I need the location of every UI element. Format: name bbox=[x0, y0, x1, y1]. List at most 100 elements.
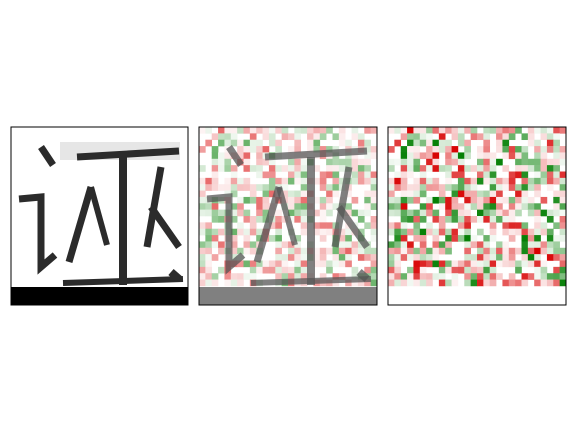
heat-cell bbox=[205, 203, 213, 210]
heat-cell bbox=[470, 254, 478, 261]
heat-cell bbox=[432, 127, 440, 134]
heat-cell bbox=[230, 190, 238, 198]
heat-cell bbox=[400, 228, 408, 236]
heat-cell bbox=[489, 273, 497, 280]
heat-cell bbox=[483, 279, 491, 287]
heat-cell bbox=[559, 177, 566, 185]
heat-cell bbox=[313, 228, 321, 236]
heat-cell bbox=[332, 273, 340, 280]
heat-cell bbox=[426, 139, 433, 147]
heat-cell bbox=[237, 273, 244, 280]
heat-cell bbox=[351, 158, 359, 166]
attribution-panel bbox=[388, 127, 566, 305]
heat-cell bbox=[275, 273, 282, 280]
heat-cell bbox=[457, 158, 465, 166]
heat-cell bbox=[199, 241, 206, 249]
heat-cell bbox=[553, 196, 560, 204]
heat-cell bbox=[432, 165, 440, 172]
heat-cell bbox=[540, 165, 548, 172]
heat-cell bbox=[464, 235, 471, 242]
heat-cell bbox=[426, 133, 433, 141]
heat-cell bbox=[502, 196, 510, 204]
heat-cell bbox=[546, 139, 554, 147]
heat-cell bbox=[205, 177, 213, 185]
heat-cell bbox=[268, 184, 276, 191]
heat-cell bbox=[515, 190, 522, 198]
heat-cell bbox=[496, 158, 503, 166]
heat-cell bbox=[313, 260, 321, 268]
heat-cell bbox=[426, 203, 433, 210]
heat-cell bbox=[326, 209, 333, 217]
heat-cell bbox=[388, 209, 395, 217]
heat-cell bbox=[394, 235, 402, 242]
heat-cell bbox=[534, 190, 541, 198]
heat-cell bbox=[438, 190, 446, 198]
heat-cell bbox=[413, 190, 421, 198]
heat-cell bbox=[211, 158, 219, 166]
heat-cell bbox=[237, 228, 244, 236]
heat-cell bbox=[364, 266, 371, 274]
heat-cell bbox=[338, 158, 346, 166]
heat-cell bbox=[388, 273, 395, 280]
heat-cell bbox=[489, 222, 497, 230]
heat-cell bbox=[351, 165, 359, 172]
heat-cell bbox=[432, 139, 440, 147]
heat-cell bbox=[326, 184, 333, 191]
heat-cell bbox=[419, 260, 427, 268]
heat-cell bbox=[319, 216, 327, 223]
heat-cell bbox=[432, 184, 440, 191]
heat-cell bbox=[351, 171, 359, 179]
heat-cell bbox=[199, 190, 206, 198]
heat-cell bbox=[445, 184, 452, 191]
heat-cell bbox=[199, 273, 206, 280]
heat-cell bbox=[521, 171, 529, 179]
heat-cell bbox=[508, 222, 516, 230]
heat-cell bbox=[394, 203, 402, 210]
heat-cell bbox=[508, 196, 516, 204]
heat-cell bbox=[464, 222, 471, 230]
heat-cell bbox=[199, 203, 206, 210]
heat-cell bbox=[230, 139, 238, 147]
heat-cell bbox=[218, 216, 225, 223]
heat-cell bbox=[521, 273, 529, 280]
heat-cell bbox=[300, 196, 308, 204]
heat-cell bbox=[407, 152, 414, 160]
heat-cell bbox=[540, 171, 548, 179]
heat-cell bbox=[546, 228, 554, 236]
heat-cell bbox=[470, 273, 478, 280]
heat-cell bbox=[249, 222, 257, 230]
heat-cell bbox=[199, 177, 206, 185]
heat-cell bbox=[275, 241, 282, 249]
heat-cell bbox=[319, 254, 327, 261]
heat-cell bbox=[294, 203, 302, 210]
heat-cell bbox=[477, 209, 484, 217]
heat-cell bbox=[534, 177, 541, 185]
heat-cell bbox=[332, 203, 340, 210]
heat-cell bbox=[489, 247, 497, 255]
heat-cell bbox=[527, 184, 535, 191]
heat-cell bbox=[364, 254, 371, 261]
heat-cell bbox=[262, 127, 270, 134]
heat-cell bbox=[515, 152, 522, 160]
heat-cell bbox=[351, 177, 359, 185]
heat-cell bbox=[288, 209, 295, 217]
heat-cell bbox=[553, 266, 560, 274]
heat-cell bbox=[243, 196, 251, 204]
heat-cell bbox=[319, 177, 327, 185]
heat-cell bbox=[326, 266, 333, 274]
heat-cell bbox=[294, 266, 302, 274]
heat-cell bbox=[281, 241, 289, 249]
heat-cell bbox=[364, 177, 371, 185]
heat-cell bbox=[407, 139, 414, 147]
heat-cell bbox=[559, 235, 566, 242]
heat-cell bbox=[370, 184, 377, 191]
heat-cell bbox=[521, 203, 529, 210]
heat-cell bbox=[288, 266, 295, 274]
heat-cell bbox=[413, 177, 421, 185]
heat-cell bbox=[457, 127, 465, 134]
heat-cell bbox=[534, 152, 541, 160]
heat-cell bbox=[451, 152, 459, 160]
heat-cell bbox=[464, 139, 471, 147]
heat-cell bbox=[338, 165, 346, 172]
heat-cell bbox=[559, 171, 566, 179]
